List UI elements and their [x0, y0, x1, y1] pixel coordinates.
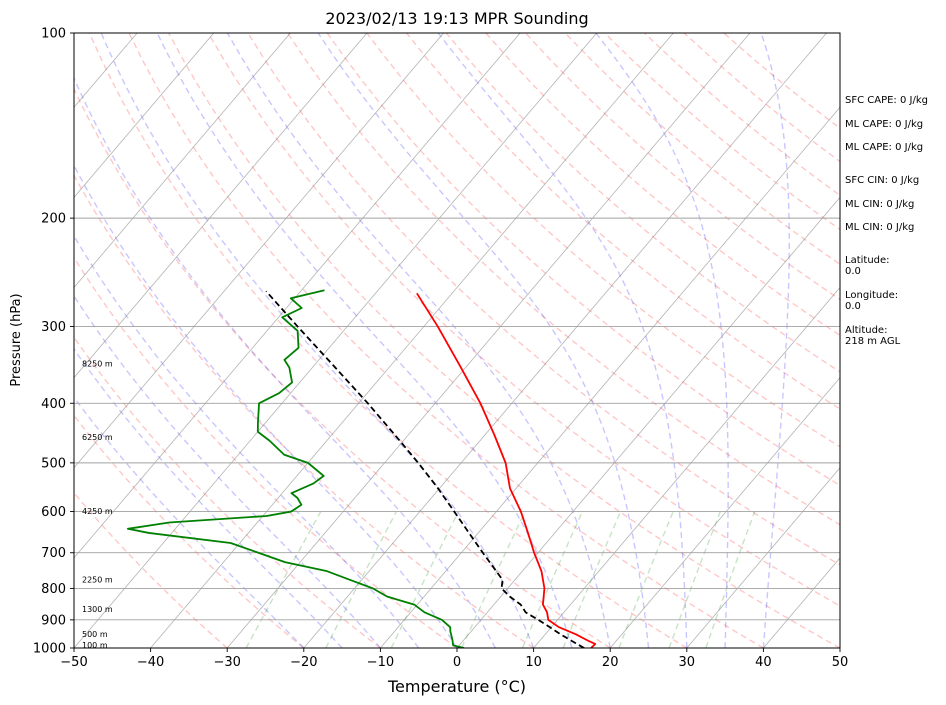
dry-adiabat [326, 33, 840, 487]
isotherm [686, 467, 840, 648]
x-tick-label: 0 [453, 655, 461, 670]
chart-title: 2023/02/13 19:13 MPR Sounding [325, 9, 588, 28]
height-label: 500 m [82, 630, 108, 639]
isotherm [533, 286, 840, 648]
y-tick-label: 900 [41, 613, 66, 628]
dry-adiabat [74, 256, 458, 648]
isotherm [74, 33, 368, 379]
dry-adiabat [366, 33, 840, 448]
height-label: 6250 m [82, 433, 113, 442]
dry-adiabat [74, 491, 228, 648]
sfc-cape-label: SFC CAPE: 0 J/kg [845, 95, 928, 106]
latitude-label: Latitude: 0.0 [845, 255, 890, 277]
height-label: 1300 m [82, 605, 113, 614]
dry-adiabat [128, 33, 764, 648]
ml-cape-label: ML CAPE: 0 J/kg [845, 119, 924, 130]
y-axis-label: Pressure (hPa) [9, 293, 24, 386]
x-axis-ticks: −50 −40 −30 −20 −10 0 10 20 30 40 50 [60, 648, 848, 670]
isotherm [74, 33, 598, 648]
mixing-ratio-line [521, 511, 583, 648]
moist-adiabat [74, 347, 343, 648]
isotherm [74, 33, 215, 199]
moist-adiabat [100, 33, 535, 648]
dry-adiabat [74, 87, 611, 648]
isotherm [609, 377, 840, 648]
x-tick-label: 40 [755, 655, 772, 670]
y-tick-label: 800 [41, 582, 66, 597]
mixing-ratio-line [245, 511, 322, 648]
sfc-cin-label: SFC CIN: 0 J/kg [845, 175, 920, 186]
mixing-ratio-line [705, 511, 756, 648]
y-tick-label: 500 [41, 456, 66, 471]
isotherm [74, 33, 521, 559]
height-labels: 100 m 500 m 1300 m 2250 m 4250 m 6250 m 8250 m [82, 359, 113, 650]
ml-cape-label-2: ML CAPE: 0 J/kg [845, 142, 924, 153]
isobar-gridlines [74, 32, 840, 649]
y-tick-label: 200 [41, 212, 66, 227]
ml-cin-label-2: ML CIN: 0 J/kg [845, 222, 915, 233]
y-tick-label: 700 [41, 546, 66, 561]
x-tick-label: −10 [367, 655, 394, 670]
moist-adiabat [156, 33, 573, 648]
moist-adiabat [74, 396, 305, 648]
moist-adiabat [317, 33, 650, 648]
dry-adiabat [247, 33, 840, 566]
x-tick-label: −30 [213, 655, 240, 670]
dry-adiabat [287, 33, 840, 526]
dry-adiabat [88, 33, 688, 648]
dry-adiabat [207, 33, 840, 607]
height-label: 100 m [82, 641, 108, 650]
isotherm [303, 33, 827, 648]
mixing-ratio-line [325, 511, 397, 648]
dry-adiabat [74, 336, 381, 648]
dry-adiabat [74, 174, 534, 648]
moist-adiabat [437, 33, 688, 648]
y-tick-label: 100 [41, 27, 66, 42]
x-tick-label: −20 [290, 655, 317, 670]
moist-adiabat [74, 76, 496, 648]
isotherm [226, 33, 751, 648]
moist-adiabat [226, 33, 611, 648]
dry-adiabat [524, 33, 840, 301]
isotherm [456, 196, 840, 648]
ml-cin-label: ML CIN: 0 J/kg [845, 199, 915, 210]
x-tick-label: 50 [832, 655, 849, 670]
x-tick-label: 30 [679, 655, 696, 670]
y-tick-label: 600 [41, 505, 66, 520]
moist-adiabat [74, 164, 458, 648]
x-tick-label: 20 [602, 655, 619, 670]
isotherm [150, 33, 674, 648]
dry-adiabat [168, 33, 840, 648]
x-axis-label: Temperature (°C) [387, 677, 526, 696]
isotherm [74, 33, 291, 289]
moist-adiabat [74, 234, 420, 648]
isotherm [380, 106, 840, 648]
height-label: 2250 m [82, 575, 113, 584]
y-tick-label: 400 [41, 397, 66, 412]
background-lines [74, 33, 840, 648]
x-tick-label: −50 [60, 655, 87, 670]
y-tick-label: 1000 [33, 642, 66, 657]
data-lines [126, 289, 597, 648]
temperature-line [416, 292, 597, 648]
y-axis-ticks: 100 200 300 400 500 600 700 800 900 1000 [33, 27, 74, 657]
dry-adiabat [485, 33, 840, 337]
plot-frame [73, 32, 841, 649]
longitude-label: Longitude: 0.0 [845, 290, 899, 312]
altitude-label: Altitude: 218 m AGL [845, 325, 901, 347]
x-tick-label: 10 [525, 655, 542, 670]
mixing-ratio-line [390, 511, 460, 648]
isotherm [74, 33, 444, 469]
dry-adiabat [74, 414, 305, 648]
dewpoint-line [126, 289, 465, 648]
x-tick-label: −40 [137, 655, 164, 670]
height-label: 8250 m [82, 359, 113, 368]
moist-adiabat [760, 33, 790, 648]
moist-adiabat [595, 33, 729, 648]
height-label: 4250 m [82, 507, 113, 516]
y-tick-label: 300 [41, 320, 66, 335]
moist-adiabat [74, 294, 381, 648]
